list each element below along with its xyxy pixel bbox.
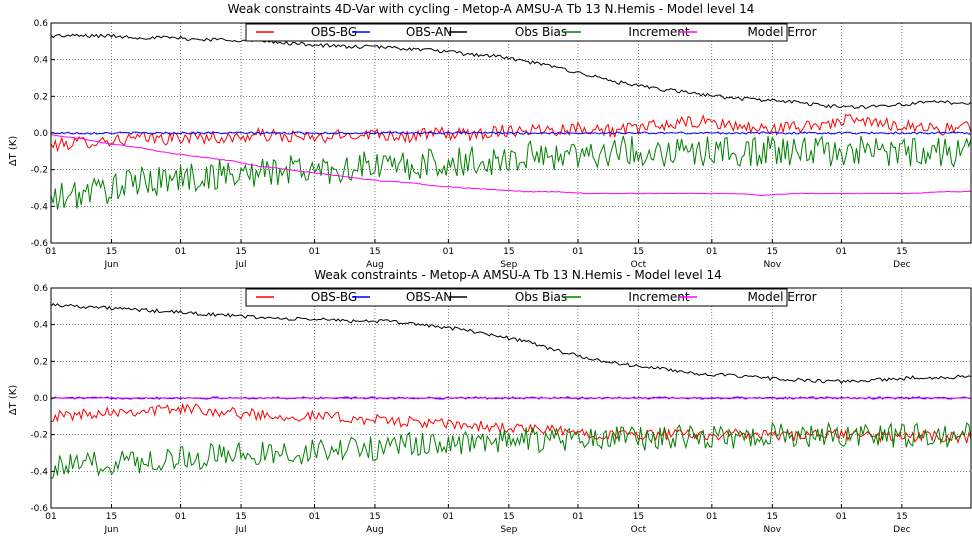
series-line-obs-bias — [50, 302, 972, 385]
y-tick-label: -0.4 — [30, 467, 48, 477]
x-month-label: Aug — [366, 260, 384, 270]
series-line-obs-bias — [50, 33, 972, 109]
x-month-label: Dec — [893, 525, 910, 535]
y-tick-label: 0.2 — [34, 357, 48, 367]
x-month-label: Nov — [764, 525, 782, 535]
x-tick-label: 15 — [767, 247, 778, 257]
x-tick-label: 01 — [706, 512, 717, 522]
legend-label: Increment — [628, 25, 689, 39]
bottom-chart-y-axis-label: ΔT (K) — [8, 385, 19, 416]
x-tick-label: 01 — [572, 512, 583, 522]
x-tick-label: 01 — [443, 247, 454, 257]
legend-label: Model Error — [747, 25, 816, 39]
x-month-label: Nov — [764, 260, 782, 270]
legend-box — [245, 23, 788, 42]
bottom-chart-panel: Weak constraints - Metop-A AMSU-A Tb 13 … — [8, 268, 972, 535]
y-tick-label: -0.6 — [30, 504, 48, 514]
legend-label: OBS-BG — [311, 25, 357, 39]
y-tick-label: -0.2 — [30, 431, 48, 441]
top-chart-y-axis-label: ΔT (K) — [8, 136, 19, 167]
x-tick-label: 15 — [633, 512, 644, 522]
x-tick-label: 15 — [369, 247, 380, 257]
x-month-label: Dec — [893, 260, 910, 270]
x-tick-label: 15 — [633, 247, 644, 257]
x-tick-label: 15 — [767, 512, 778, 522]
x-month-label: Oct — [631, 525, 647, 535]
x-month-label: Aug — [366, 525, 384, 535]
legend-label: Obs Bias — [515, 25, 567, 39]
x-tick-label: 15 — [235, 512, 246, 522]
x-tick-label: 01 — [45, 247, 56, 257]
x-tick-label: 01 — [836, 247, 847, 257]
legend-label: Obs Bias — [515, 290, 567, 304]
series-line-obs-an — [50, 131, 972, 135]
legend-label: Increment — [628, 290, 689, 304]
x-tick-label: 15 — [896, 247, 907, 257]
x-month-label: Jul — [235, 525, 247, 535]
x-tick-label: 01 — [309, 512, 320, 522]
series-line-increment — [50, 135, 972, 210]
x-tick-label: 01 — [572, 247, 583, 257]
x-tick-label: 01 — [309, 247, 320, 257]
series-line-obs-bg — [50, 113, 972, 153]
y-tick-label: 0.2 — [34, 92, 48, 102]
legend-label: OBS-AN — [406, 25, 452, 39]
y-tick-label: 0.6 — [34, 284, 49, 294]
series-line-model-error — [50, 134, 972, 196]
x-month-label: Jul — [235, 260, 247, 270]
x-tick-label: 15 — [106, 512, 117, 522]
x-tick-label: 01 — [706, 247, 717, 257]
x-tick-label: 15 — [896, 512, 907, 522]
x-tick-label: 01 — [175, 512, 186, 522]
x-tick-label: 15 — [369, 512, 380, 522]
y-tick-label: 0.4 — [34, 321, 49, 331]
y-tick-label: -0.4 — [30, 202, 48, 212]
x-tick-label: 15 — [235, 247, 246, 257]
y-tick-label: 0.4 — [34, 56, 49, 66]
x-month-label: Sep — [500, 260, 517, 270]
x-tick-label: 15 — [503, 247, 514, 257]
x-month-label: Jun — [103, 525, 118, 535]
legend-label: Model Error — [747, 290, 816, 304]
x-tick-label: 15 — [106, 247, 117, 257]
top-chart-title: Weak constraints 4D-Var with cycling - M… — [228, 2, 755, 16]
x-tick-label: 01 — [443, 512, 454, 522]
legend-box — [245, 288, 788, 307]
series-line-increment — [50, 421, 972, 480]
y-tick-label: 0.0 — [34, 394, 49, 404]
y-tick-label: -0.6 — [30, 239, 48, 249]
top-chart-panel: Weak constraints 4D-Var with cycling - M… — [8, 2, 972, 270]
y-tick-label: 0.0 — [34, 129, 49, 139]
x-tick-label: 15 — [503, 512, 514, 522]
series-line-model-error — [50, 397, 971, 399]
x-tick-label: 01 — [45, 512, 56, 522]
x-tick-label: 01 — [836, 512, 847, 522]
y-tick-label: 0.6 — [34, 19, 49, 29]
bottom-chart-title: Weak constraints - Metop-A AMSU-A Tb 13 … — [314, 268, 722, 282]
x-month-label: Jun — [103, 260, 118, 270]
legend-label: OBS-BG — [311, 290, 357, 304]
legend-label: OBS-AN — [406, 290, 452, 304]
y-tick-label: -0.2 — [30, 166, 48, 176]
x-month-label: Sep — [500, 525, 517, 535]
x-month-label: Oct — [631, 260, 647, 270]
x-tick-label: 01 — [175, 247, 186, 257]
series-line-obs-bg — [50, 402, 972, 445]
